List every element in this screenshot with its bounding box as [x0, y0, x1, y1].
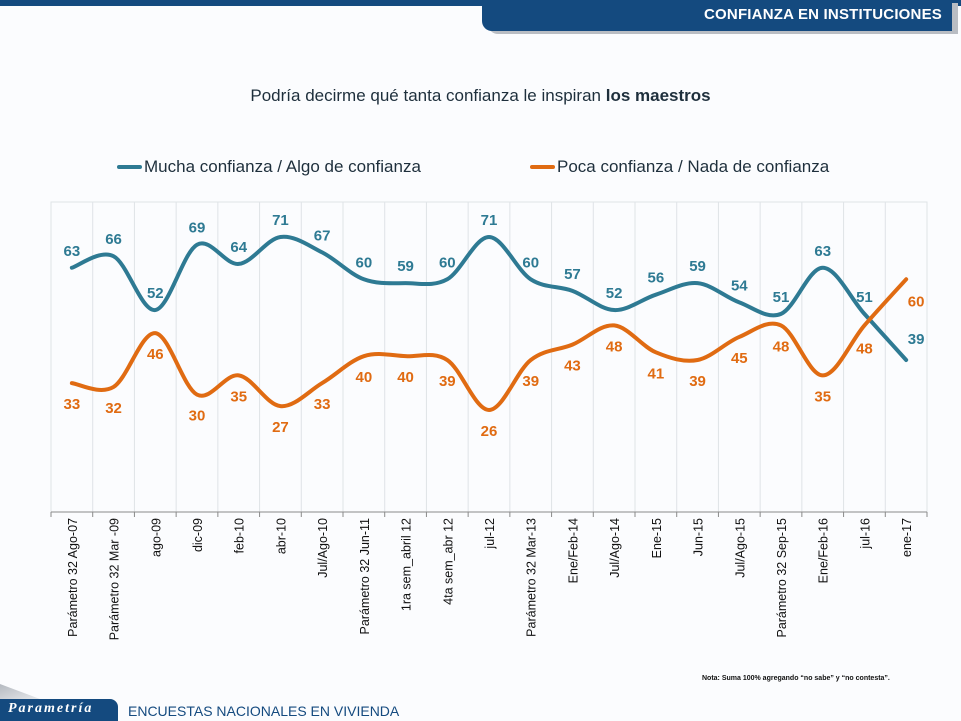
data-label-distrust: 40	[356, 369, 373, 386]
top-bar	[0, 0, 961, 6]
data-label-distrust: 46	[147, 346, 164, 363]
x-tick-label: Parámetro 32 Sep-15	[775, 518, 789, 638]
data-label-trust: 71	[272, 212, 289, 229]
data-label-distrust: 39	[439, 373, 456, 390]
x-tick-label: Jul/Ago-15	[733, 518, 747, 578]
series-line-distrust	[69, 277, 909, 413]
x-tick-label: dic-09	[191, 518, 205, 552]
data-label-distrust: 39	[689, 373, 706, 390]
question-text: Podría decirme qué tanta confianza le in…	[250, 86, 606, 105]
data-label-trust: 60	[439, 254, 456, 271]
x-tick-label: Ene-15	[650, 518, 664, 558]
section-banner: CONFIANZA EN INSTITUCIONES	[482, 0, 952, 31]
legend-label-distrust: Poca confianza / Nada de confianza	[557, 157, 830, 176]
data-label-distrust: 60	[908, 293, 925, 310]
data-label-distrust: 27	[272, 419, 289, 436]
data-label-distrust: 33	[314, 396, 331, 413]
data-label-trust: 56	[648, 270, 665, 287]
x-tick-label: 1ra sem_abril 12	[400, 518, 414, 611]
data-label-trust: 63	[814, 243, 831, 260]
data-label-distrust: 48	[856, 340, 873, 357]
data-label-trust: 52	[606, 285, 623, 302]
x-tick-label: 4ta sem_abr 12	[441, 518, 455, 605]
question-emphasis: los maestros	[605, 86, 711, 105]
data-label-trust: 66	[105, 231, 122, 248]
data-label-trust: 59	[689, 258, 706, 275]
data-label-distrust: 48	[606, 338, 623, 355]
x-tick-label: ago-09	[149, 518, 163, 557]
series-lines	[69, 234, 909, 413]
data-label-trust: 63	[64, 243, 81, 260]
data-label-distrust: 35	[814, 388, 831, 405]
gridlines	[50, 201, 928, 513]
data-label-trust: 59	[397, 258, 414, 275]
x-tick-label: ene-17	[900, 518, 914, 557]
legend-label-trust: Mucha confianza / Algo de confianza	[144, 157, 421, 176]
series-line-trust	[69, 234, 909, 363]
x-tick-label: Parámetro 32 Ago-07	[66, 518, 80, 637]
x-tick-label: abr-10	[274, 518, 288, 554]
legend-swatch-trust	[117, 165, 142, 169]
legend-item-distrust: Poca confianza / Nada de confianza	[530, 157, 829, 177]
data-label-distrust: 26	[481, 423, 498, 440]
data-label-trust: 39	[908, 331, 925, 348]
data-label-distrust: 39	[522, 373, 539, 390]
x-tick-label: Parámetro 32 Mar-13	[525, 518, 539, 637]
legend-swatch-distrust	[530, 165, 555, 169]
data-label-trust: 57	[564, 266, 581, 283]
data-label-trust: 69	[189, 220, 206, 237]
section-title: CONFIANZA EN INSTITUCIONES	[704, 6, 942, 23]
data-label-distrust: 35	[230, 388, 247, 405]
data-label-distrust: 32	[105, 400, 122, 417]
data-label-trust: 60	[356, 254, 373, 271]
x-tick-label: Ene/Feb-14	[566, 518, 580, 583]
x-axis	[50, 511, 928, 517]
data-label-distrust: 48	[773, 338, 790, 355]
data-label-distrust: 41	[648, 365, 665, 382]
data-label-trust: 51	[856, 289, 873, 306]
data-label-trust: 71	[481, 212, 498, 229]
data-label-distrust: 33	[64, 396, 81, 413]
x-tick-labels: Parámetro 32 Ago-07 Parámetro 32 Mar -09 a…	[66, 518, 914, 640]
x-tick-label: Parámetro 32 Jun-11	[358, 518, 372, 635]
data-label-trust: 54	[731, 277, 748, 294]
x-tick-label: jul-16	[858, 518, 872, 550]
data-label-distrust: 43	[564, 358, 581, 375]
data-label-distrust: 30	[189, 408, 206, 425]
data-label-trust: 51	[773, 289, 790, 306]
data-label-trust: 64	[230, 239, 247, 256]
data-label-distrust: 45	[731, 350, 748, 367]
x-tick-label: Jul/Ago-14	[608, 518, 622, 578]
x-tick-label: feb-10	[233, 518, 247, 553]
x-tick-label: Ene/Feb-16	[817, 518, 831, 583]
data-label-distrust: 40	[397, 369, 414, 386]
chart-question: Podría decirme qué tanta confianza le in…	[0, 86, 961, 106]
brand-badge: Parametría	[0, 699, 118, 721]
data-labels: 63 66 52 69 64 71 67 60 59 60 71 60 57 52 56 59 54 51 63 51…	[64, 212, 925, 440]
x-tick-label: Jun-15	[692, 518, 706, 556]
data-label-trust: 67	[314, 227, 331, 244]
legend-item-trust: Mucha confianza / Algo de confianza	[117, 157, 421, 177]
x-tick-label: Parámetro 32 Mar -09	[108, 518, 122, 640]
plot-frame	[50, 201, 928, 513]
brand-logo-text: Parametría	[8, 701, 94, 716]
x-tick-label: Jul/Ago-10	[316, 518, 330, 578]
x-tick-label: jul-12	[483, 518, 497, 550]
data-label-trust: 52	[147, 285, 164, 302]
survey-label: ENCUESTAS NACIONALES EN VIVIENDA	[128, 703, 400, 719]
footnote: Nota: Suma 100% agregando “no sabe” y “n…	[702, 675, 890, 682]
data-label-trust: 60	[522, 254, 539, 271]
